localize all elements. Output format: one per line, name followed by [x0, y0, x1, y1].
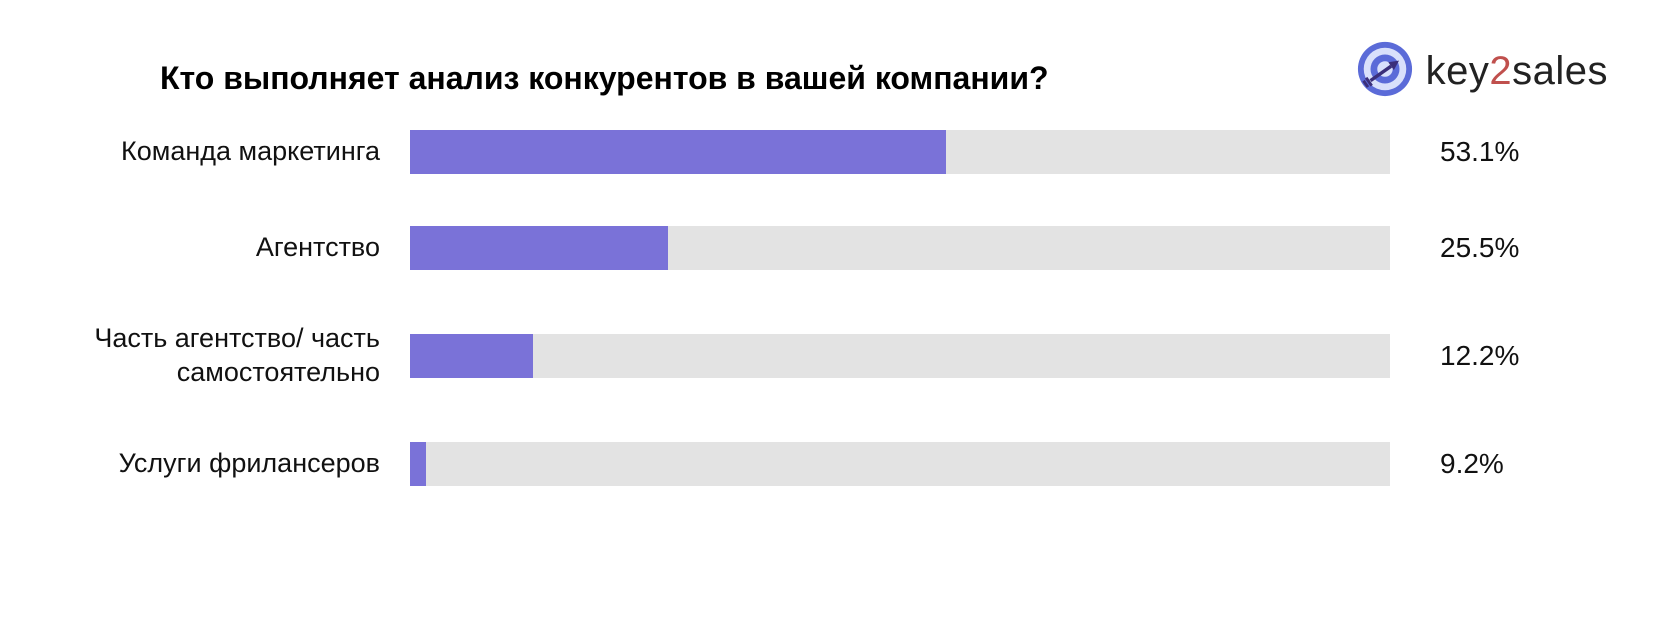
logo-text: key2sales [1426, 49, 1608, 94]
bar-row: Услуги фрилансеров 9.2% [40, 442, 1608, 486]
logo: key2sales [1356, 40, 1608, 103]
bar-row: Часть агентство/ часть самостоятельно 12… [40, 322, 1608, 390]
bar-value: 9.2% [1420, 448, 1560, 480]
bar-label: Услуги фрилансеров [40, 447, 410, 481]
bar-fill [410, 442, 426, 486]
chart-title: Кто выполняет анализ конкурентов в вашей… [160, 60, 1049, 97]
bar-fill [410, 226, 668, 270]
bar-chart: Команда маркетинга 53.1% Агентство 25.5%… [40, 130, 1608, 486]
bar-wrap [410, 226, 1420, 270]
bar-fill [410, 334, 533, 378]
target-icon [1356, 40, 1414, 103]
bar-value: 12.2% [1420, 340, 1560, 372]
bar-wrap [410, 334, 1420, 378]
bar-track [410, 334, 1390, 378]
bar-fill [410, 130, 946, 174]
bar-label: Агентство [40, 231, 410, 265]
bar-row: Команда маркетинга 53.1% [40, 130, 1608, 174]
bar-label: Часть агентство/ часть самостоятельно [40, 322, 410, 390]
bar-track [410, 442, 1390, 486]
header: Кто выполняет анализ конкурентов в вашей… [40, 30, 1608, 110]
chart-container: Кто выполняет анализ конкурентов в вашей… [0, 0, 1668, 638]
bar-wrap [410, 130, 1420, 174]
bar-wrap [410, 442, 1420, 486]
bar-value: 53.1% [1420, 136, 1560, 168]
bar-row: Агентство 25.5% [40, 226, 1608, 270]
bar-label: Команда маркетинга [40, 135, 410, 169]
bar-value: 25.5% [1420, 232, 1560, 264]
logo-text-post: sales [1512, 49, 1608, 93]
logo-text-accent: 2 [1489, 49, 1512, 93]
logo-text-pre: key [1426, 49, 1490, 93]
